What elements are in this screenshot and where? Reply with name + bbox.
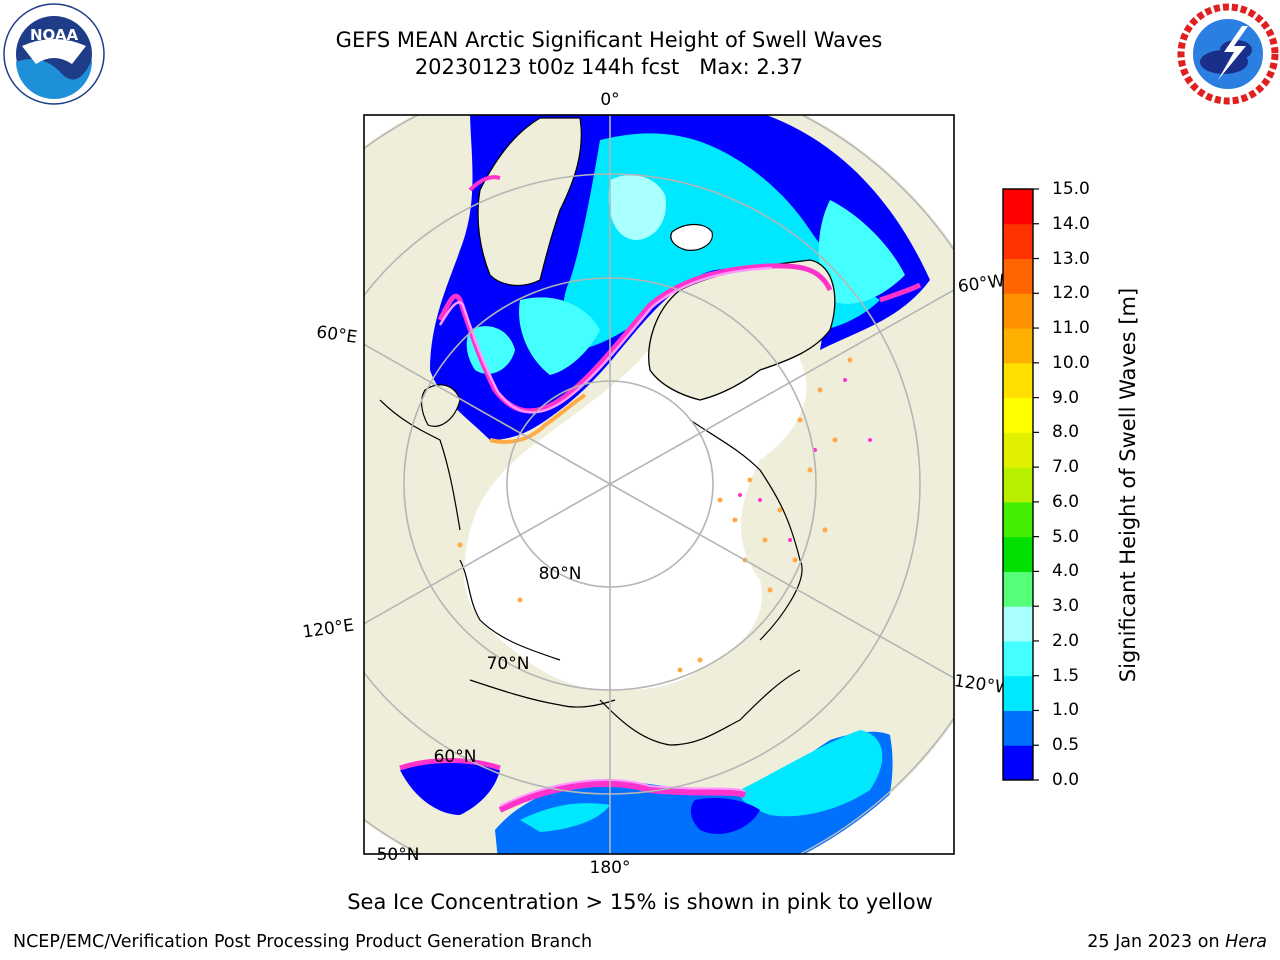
colorbar-segment — [1003, 467, 1033, 503]
colorbar-segment — [1003, 640, 1033, 677]
colorbar — [1003, 188, 1039, 781]
colorbar-tick-label: 4.0 — [1052, 561, 1080, 582]
colorbar-tick-label: 13.0 — [1052, 248, 1090, 269]
colorbar-segment — [1003, 189, 1033, 225]
swell-okhotsk — [400, 762, 500, 815]
colorbar-segment — [1003, 501, 1033, 538]
colorbar-segment — [1003, 745, 1033, 781]
colorbar-segment — [1003, 293, 1033, 329]
graticule — [364, 115, 954, 854]
colorbar-segment — [1003, 536, 1033, 572]
footer-date: 25 Jan 2023 on Hera — [1087, 932, 1267, 952]
colorbar-tick-label: 5.0 — [1052, 526, 1080, 547]
colorbar-tick-label: 11.0 — [1052, 318, 1090, 339]
colorbar-segment — [1003, 397, 1033, 433]
lat-label-70: 70°N — [487, 654, 530, 674]
colorbar-tick-label: 7.0 — [1052, 457, 1080, 478]
colorbar-segment — [1003, 432, 1033, 468]
chart-subtitle: 20230123 t00z 144h fcst Max: 2.37 — [414, 55, 804, 79]
footer-credit: NCEP/EMC/Verification Post Processing Pr… — [13, 932, 593, 952]
nws-logo — [1177, 3, 1279, 105]
lon-label-180: 180° — [590, 858, 631, 878]
colorbar-tick-label: 10.0 — [1052, 352, 1090, 373]
footer-date-text: 25 Jan 2023 on — [1087, 932, 1220, 952]
lon-label-0: 0° — [600, 90, 619, 110]
colorbar-tick-label: 2.0 — [1052, 630, 1080, 651]
colorbar-tick-label: 15.0 — [1052, 179, 1090, 199]
colorbar-segment — [1003, 606, 1033, 642]
lat-label-60: 60°N — [434, 747, 477, 767]
noaa-logo: NOAA — [3, 3, 105, 105]
colorbar-title: Significant Height of Swell Waves [m] — [1116, 287, 1140, 683]
chart-title: GEFS MEAN Arctic Significant Height of S… — [335, 28, 883, 52]
map-frame — [363, 114, 955, 855]
colorbar-tick-label: 0.5 — [1052, 735, 1080, 756]
colorbar-tick-label: 14.0 — [1052, 213, 1090, 234]
colorbar-tick-label: 0.0 — [1052, 770, 1080, 790]
colorbar-tick-label: 12.0 — [1052, 283, 1090, 304]
colorbar-tick-label: 6.0 — [1052, 491, 1080, 512]
colorbar-tick-label: 1.5 — [1052, 665, 1080, 686]
lon-label-60w: 60°W — [957, 271, 1006, 297]
svg-text:NOAA: NOAA — [30, 26, 79, 44]
colorbar-segment — [1003, 675, 1033, 711]
colorbar-tick-label: 9.0 — [1052, 387, 1080, 408]
colorbar-segment — [1003, 223, 1033, 260]
lat-label-50: 50°N — [377, 845, 420, 865]
colorbar-segment — [1003, 571, 1033, 607]
colorbar-segment — [1003, 710, 1033, 746]
map-caption: Sea Ice Concentration > 15% is shown in … — [347, 890, 933, 914]
colorbar-frame — [1002, 188, 1034, 781]
lon-label-60e: 60°E — [315, 322, 358, 347]
colorbar-segment — [1003, 362, 1033, 399]
colorbar-tick-label: 1.0 — [1052, 700, 1080, 721]
colorbar-tick-label: 8.0 — [1052, 422, 1080, 443]
lat-label-80: 80°N — [539, 564, 582, 584]
footer-host: Hera — [1225, 932, 1267, 952]
colorbar-tick-label: 3.0 — [1052, 596, 1080, 617]
colorbar-segment — [1003, 328, 1033, 364]
colorbar-segment — [1003, 258, 1033, 294]
lon-label-120e: 120°E — [301, 616, 355, 643]
